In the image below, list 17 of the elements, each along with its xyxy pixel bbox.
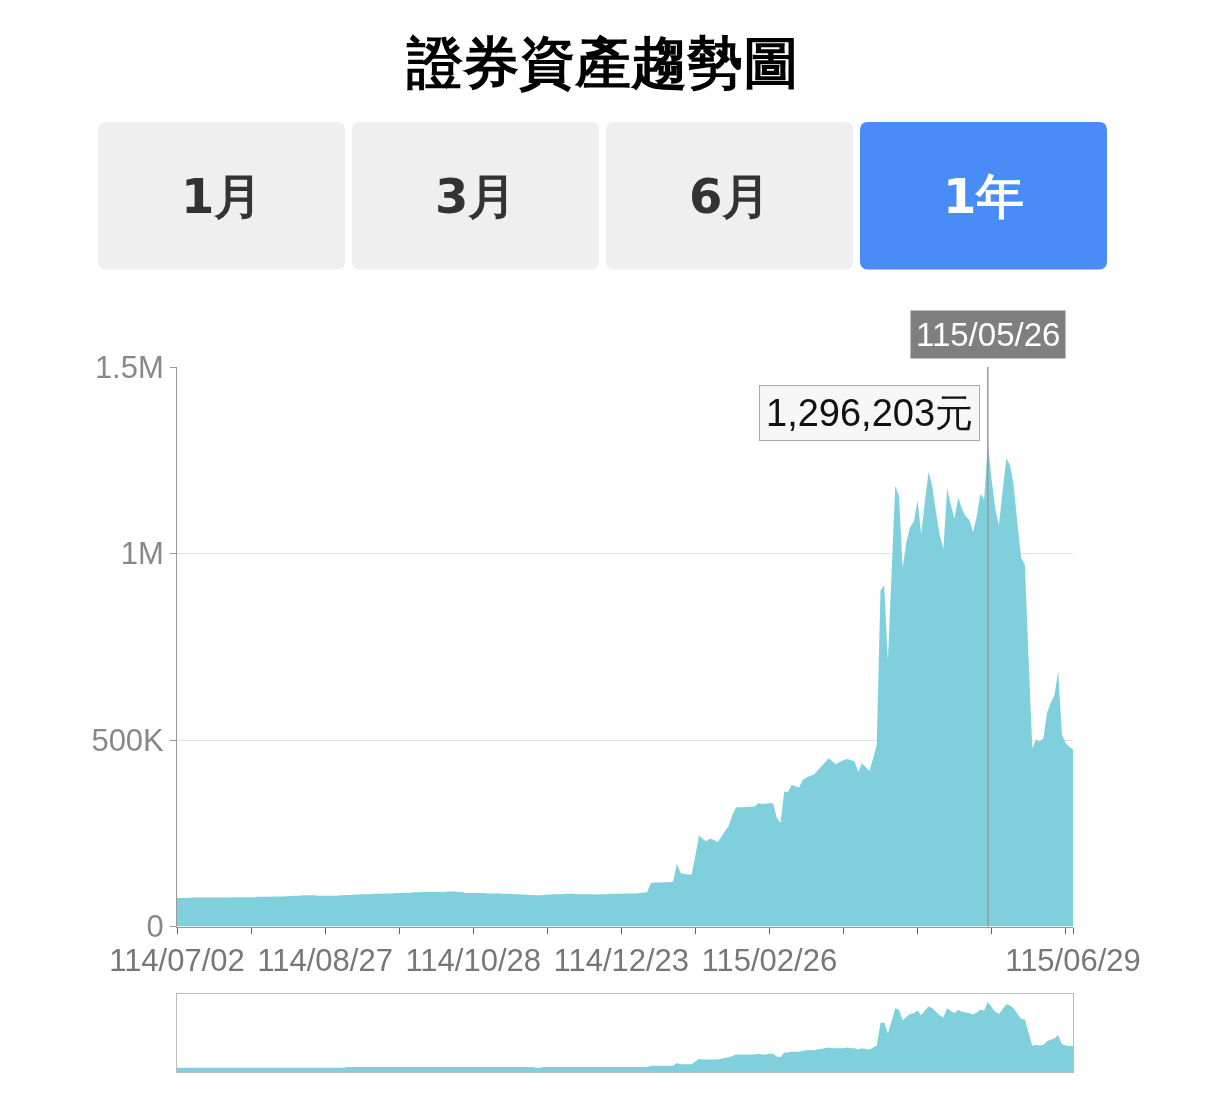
- x-tick-label: 114/08/27: [257, 942, 393, 978]
- x-tick-label: 114/12/23: [553, 942, 690, 978]
- chart-title: 證券資產趨勢圖: [406, 29, 799, 95]
- x-tick-label: 115/06/29: [1005, 942, 1141, 978]
- text: 6月: [689, 168, 771, 224]
- x-tick-label: 115/05/26: [916, 316, 1061, 353]
- text: 3月: [435, 168, 517, 224]
- y-tick-label: 0: [146, 909, 164, 945]
- y-tick-label: 500K: [91, 722, 165, 758]
- y-tick-label: 1M: [120, 536, 164, 572]
- text: 1年: [943, 168, 1025, 224]
- x-tick-label: 114/07/02: [109, 942, 245, 978]
- data-label: 1,296,203元: [766, 392, 974, 434]
- y-tick-label: 1.5M: [94, 349, 164, 385]
- x-tick-label: 114/10/28: [405, 942, 542, 978]
- text: 1月: [181, 168, 263, 224]
- x-tick-label: 115/02/26: [701, 942, 838, 978]
